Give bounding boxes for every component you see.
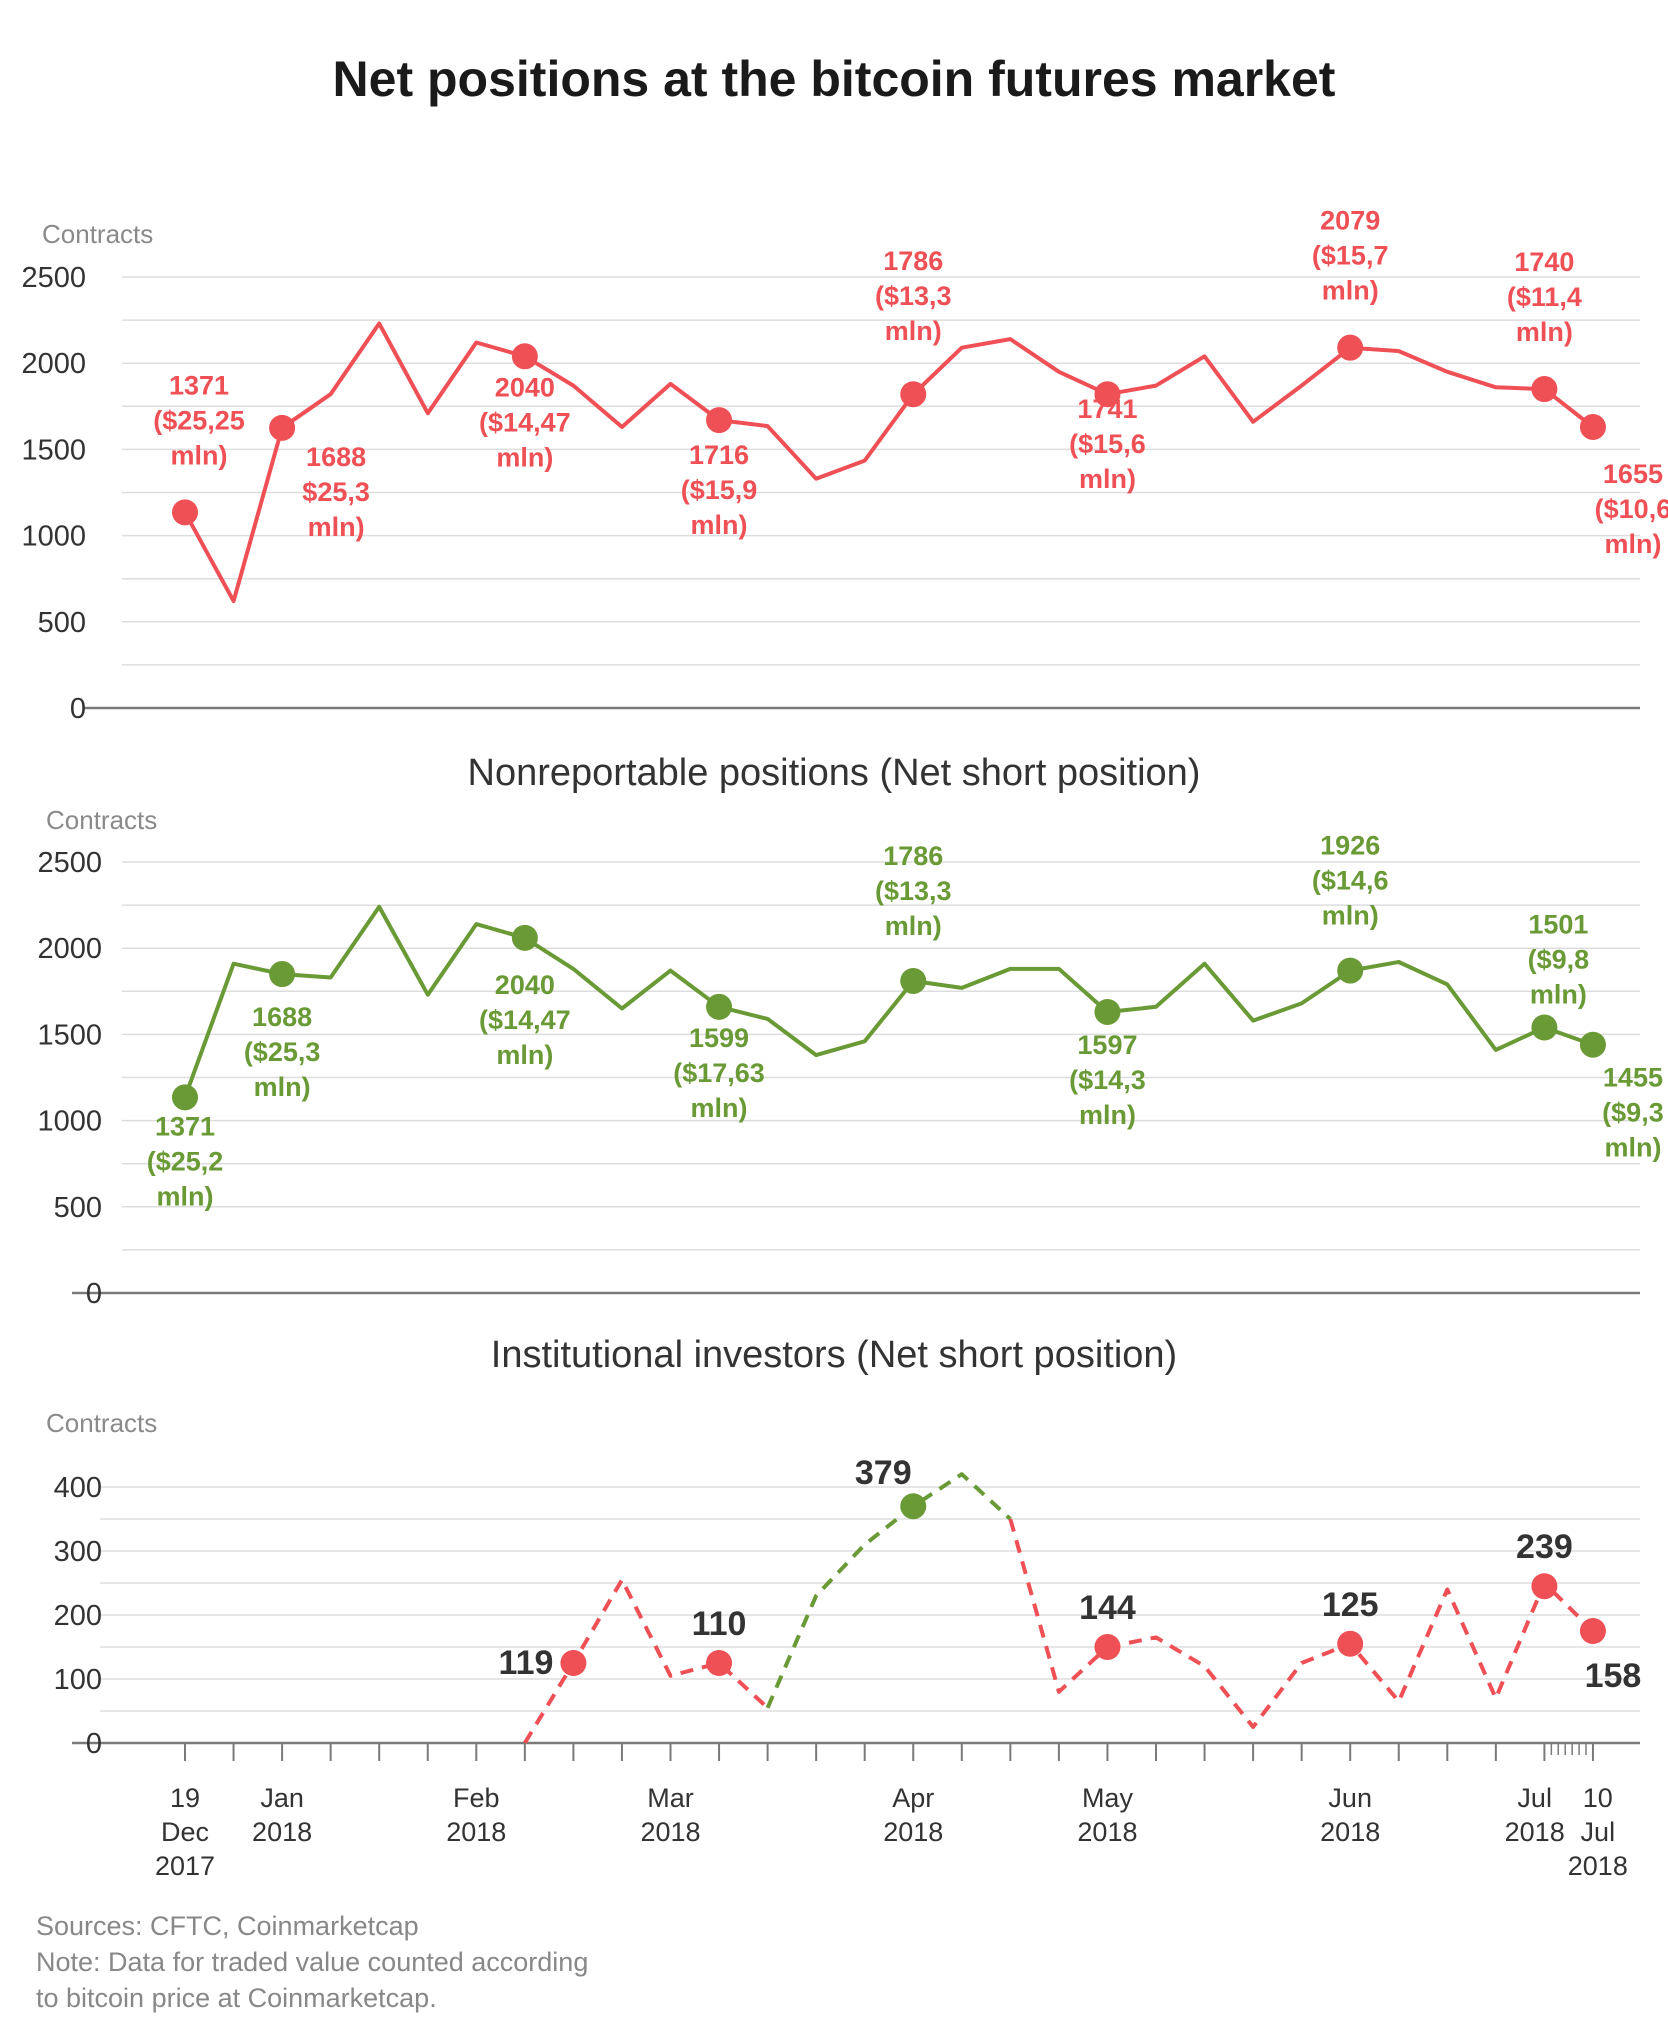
data-marker [269, 961, 296, 988]
data-label: 1741 ($15,6 mln) [1069, 394, 1146, 494]
series-line [183, 321, 1595, 604]
data-label: 2079 ($15,7 mln) [1312, 206, 1389, 306]
chart-institutional: Institutional investors (Net short posit… [46, 1334, 1641, 1760]
data-label: 1786 ($13,3 mln) [875, 841, 952, 941]
x-axis: 19 Dec 2017 Jan 2018 Feb 2018 Mar 2018 Apr 2018 May… [155, 1743, 1628, 1881]
x-tick-label: Mar 2018 [640, 1783, 700, 1847]
data-label: 1716 ($15,9 mln) [681, 440, 758, 540]
data-label: 1371 ($25,25 mln) [153, 370, 245, 470]
data-marker [269, 414, 296, 441]
data-label: 2040 ($14,47 mln) [479, 372, 571, 472]
y-axis-label: Contracts [46, 1408, 157, 1438]
y-tick-label: 2500 [21, 262, 86, 294]
x-tick-label: 10 Jul 2018 [1568, 1783, 1628, 1881]
x-tick-label: Feb 2018 [446, 1783, 506, 1847]
data-marker [706, 993, 733, 1020]
y-tick-label: 1500 [21, 434, 86, 466]
x-tick-label: Jul 2018 [1505, 1783, 1565, 1847]
y-tick-label: 100 [54, 1664, 102, 1696]
y-tick-label: 1000 [21, 521, 86, 553]
data-label: 1688 ($25,3 mln) [244, 1002, 321, 1102]
data-marker [1531, 1573, 1558, 1600]
data-label: 1599 ($17,63 mln) [673, 1023, 765, 1123]
y-tick-label: 1000 [37, 1106, 102, 1138]
data-marker [1579, 413, 1606, 440]
chart-title: Nonreportable positions (Net short posit… [468, 752, 1201, 794]
data-label: 2040 ($14,47 mln) [479, 970, 571, 1070]
y-tick-label: 200 [54, 1600, 102, 1632]
data-marker [1531, 376, 1558, 403]
data-label: 125 [1322, 1586, 1379, 1624]
data-marker [1531, 1014, 1558, 1041]
data-marker [172, 1084, 198, 1111]
y-tick-label: 2500 [37, 847, 102, 879]
data-marker [900, 381, 927, 408]
x-tick-label: Jun 2018 [1320, 1783, 1380, 1847]
y-tick-label: 2000 [21, 348, 86, 380]
data-label: 144 [1079, 1589, 1136, 1627]
chart-title: Institutional investors (Net short posit… [491, 1334, 1177, 1376]
data-label: 379 [855, 1454, 912, 1492]
data-label: 1501 ($9,8 mln) [1528, 910, 1590, 1010]
y-tick-label: 500 [54, 1192, 102, 1224]
data-label: 1926 ($14,6 mln) [1312, 831, 1389, 931]
data-marker [706, 407, 733, 434]
data-label: 1371 ($25,2 mln) [147, 1111, 224, 1211]
data-label: 119 [499, 1644, 554, 1682]
data-label: 1740 ($11,4 mln) [1507, 247, 1582, 347]
data-marker [511, 924, 538, 951]
page-title: Net positions at the bitcoin futures mar… [332, 51, 1336, 107]
y-tick-label: 500 [38, 607, 86, 639]
data-marker [706, 1650, 733, 1676]
chart-net-positions: Contracts 0 500 1000 1500 2000 2500 1371 ($25,25… [21, 206, 1668, 725]
data-label: 1655 ($10,6 mln) [1595, 459, 1668, 559]
x-tick-label: 19 Dec 2017 [155, 1783, 215, 1881]
y-tick-label: 1500 [37, 1019, 102, 1051]
x-tick-label: May 2018 [1077, 1783, 1137, 1847]
data-marker [172, 499, 198, 526]
series-line [1008, 1518, 1109, 1694]
y-tick-label: 0 [70, 693, 86, 725]
y-tick-label: 300 [54, 1536, 102, 1568]
data-label: 1597 ($14,3 mln) [1069, 1030, 1146, 1130]
series-line [523, 1577, 1595, 1745]
data-marker [1579, 1031, 1606, 1058]
y-axis-label: Contracts [42, 219, 153, 249]
data-marker [1579, 1618, 1606, 1644]
data-marker [1337, 1630, 1364, 1657]
series-line [765, 1472, 1012, 1709]
data-marker [900, 967, 927, 994]
data-label: 1688 $25,3 mln) [302, 442, 370, 542]
data-marker [1337, 957, 1364, 984]
data-label: 158 [1585, 1657, 1642, 1695]
y-tick-label: 400 [54, 1472, 102, 1504]
notes: Sources: CFTC, Coinmarketcap Note: Data … [36, 1908, 588, 2016]
data-marker [1337, 334, 1364, 361]
y-tick-label: 0 [86, 1728, 102, 1760]
data-marker [1094, 998, 1121, 1025]
sources-text: Sources: CFTC, Coinmarketcap [36, 1911, 419, 1941]
y-axis-label: Contracts [46, 805, 157, 835]
data-label: 1786 ($13,3 mln) [875, 246, 952, 346]
data-marker [511, 343, 538, 370]
x-tick-label: Apr 2018 [883, 1783, 943, 1847]
note-text-1: Note: Data for traded value counted acco… [36, 1947, 589, 1977]
data-marker [900, 1493, 927, 1520]
y-tick-label: 0 [86, 1278, 102, 1310]
data-label: 110 [692, 1605, 747, 1643]
data-label: 239 [1516, 1528, 1573, 1566]
y-tick-label: 2000 [37, 933, 102, 965]
x-tick-label: Jan 2018 [252, 1783, 312, 1847]
data-label: 1455 ($9,3 mln) [1602, 1063, 1664, 1163]
data-marker [560, 1650, 587, 1676]
note-text-2: to bitcoin price at Coinmarketcap. [36, 1983, 437, 2013]
data-marker [1094, 381, 1121, 408]
data-marker [1094, 1634, 1121, 1660]
chart-nonreportable: Nonreportable positions (Net short posit… [37, 752, 1663, 1310]
